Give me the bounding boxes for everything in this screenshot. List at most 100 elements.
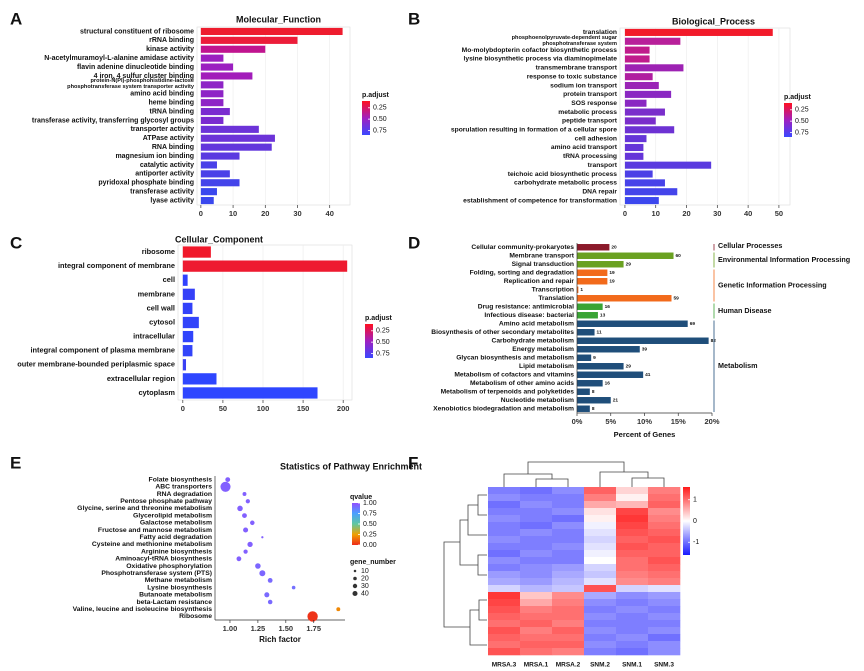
category-label: SOS response xyxy=(571,100,617,107)
heatmap-cell xyxy=(488,585,521,593)
category-label: ATPase activity xyxy=(143,135,194,142)
heatmap-cell xyxy=(520,641,553,649)
heatmap-cell xyxy=(648,592,681,600)
heatmap-cell xyxy=(552,613,585,621)
bar xyxy=(200,54,224,62)
x-axis-label: Percent of Genes xyxy=(614,430,676,439)
bar xyxy=(200,125,259,133)
bar xyxy=(577,286,579,293)
heatmap-cell xyxy=(616,522,649,530)
size-label: 30 xyxy=(361,583,369,590)
group-label: Cellular Processes xyxy=(718,241,782,250)
category-label: Lysine biosynthesis xyxy=(147,584,212,591)
category-label: Fructose and mannose metabolism xyxy=(98,527,212,534)
category-label: tRNA processing xyxy=(563,153,617,160)
colorbar xyxy=(362,101,370,135)
category-label: Mo-molybdopterin cofactor biosynthetic p… xyxy=(462,47,618,54)
heatmap-cell xyxy=(520,585,553,593)
heatmap-cell xyxy=(584,487,617,495)
x-tick-label: 1.25 xyxy=(251,624,266,633)
category-label: intracellular xyxy=(133,332,175,341)
x-tick-label: 10 xyxy=(652,209,660,218)
colorbar-label: -1 xyxy=(693,539,699,546)
category-label: sodium ion transport xyxy=(550,82,618,89)
category-label: Pentose phosphate pathway xyxy=(120,498,212,505)
heatmap-cell xyxy=(584,501,617,509)
bar xyxy=(200,107,230,116)
panel-letter: F xyxy=(408,453,418,472)
x-tick-label: 0% xyxy=(572,417,583,426)
heatmap-cell xyxy=(520,487,553,495)
point xyxy=(255,563,261,569)
heatmap-cell xyxy=(648,564,681,572)
category-label: Replication and repair xyxy=(504,278,575,285)
heatmap-cell xyxy=(552,501,585,509)
heatmap-cell xyxy=(488,641,521,649)
category-label: Arginine biosynthesis xyxy=(141,548,212,555)
x-tick-label: 15% xyxy=(671,417,686,426)
bar xyxy=(200,170,230,178)
heatmap-cell xyxy=(616,501,649,509)
heatmap-cell xyxy=(616,494,649,502)
heatmap-cell xyxy=(552,641,585,649)
point xyxy=(245,499,250,504)
point xyxy=(250,520,255,526)
bar xyxy=(577,397,611,404)
category-label: heme binding xyxy=(149,99,195,106)
category-label: Butanoate metabolism xyxy=(139,592,212,599)
point xyxy=(243,527,249,533)
plot-panel xyxy=(619,27,791,206)
category-label-text: protein-N(PI)-phosphohistidine-lactose p… xyxy=(67,78,194,91)
heatmap-cell xyxy=(520,543,553,551)
bar xyxy=(577,261,624,268)
bar xyxy=(200,188,217,196)
colorbar-label: 0.25 xyxy=(373,105,387,112)
size-label: 20 xyxy=(361,575,369,582)
bar xyxy=(577,371,644,378)
category-label: Cellular community-prokaryotes xyxy=(471,244,574,251)
heatmap-cell xyxy=(520,508,553,516)
point xyxy=(267,599,273,605)
bar xyxy=(577,337,709,344)
heatmap-cell xyxy=(520,501,553,509)
category-label: Amino acid metabolism xyxy=(499,321,574,328)
bar xyxy=(577,329,595,336)
category-label: Energy metabolism xyxy=(512,346,574,353)
bar xyxy=(577,388,590,395)
colorbar-label: 0.25 xyxy=(376,328,390,335)
x-tick-label: 1.50 xyxy=(279,624,294,633)
bar xyxy=(577,244,610,251)
heatmap-cell xyxy=(488,578,521,586)
heatmap-cell xyxy=(552,557,585,565)
x-tick-label: 10% xyxy=(637,417,652,426)
heatmap-cell xyxy=(552,578,585,586)
category-label: Valine, leucine and isoleucine biosynthe… xyxy=(73,606,213,613)
bar xyxy=(200,27,343,36)
bar xyxy=(182,373,217,385)
category-label: flavin adenine dinucleotide binding xyxy=(77,64,194,71)
panel-letter: B xyxy=(408,9,420,28)
heatmap-cell xyxy=(648,536,681,544)
bar xyxy=(624,108,665,116)
count-label: 60 xyxy=(676,253,682,259)
count-label: 19 xyxy=(609,270,615,276)
x-tick-label: 0 xyxy=(199,209,203,218)
count-label: 16 xyxy=(605,304,611,310)
heatmap-cell xyxy=(520,564,553,572)
heatmap-cell xyxy=(520,529,553,537)
category-label: integral component of membrane xyxy=(58,261,175,270)
bar xyxy=(200,134,275,142)
category-label: Folding, sorting and degradation xyxy=(470,270,574,277)
heatmap-cell xyxy=(552,634,585,642)
count-label: 1 xyxy=(580,287,583,293)
bar xyxy=(624,37,681,45)
panel-title: Cellular_Component xyxy=(175,234,263,244)
point xyxy=(264,592,270,598)
heatmap-cell xyxy=(552,592,585,600)
x-tick-label: 30 xyxy=(713,209,721,218)
heatmap-cell xyxy=(648,620,681,628)
heatmap-cell xyxy=(520,550,553,558)
heatmap-cell xyxy=(648,487,681,495)
category-label: Glycan biosynthesis and metabolism xyxy=(456,355,574,362)
bar xyxy=(577,295,672,302)
